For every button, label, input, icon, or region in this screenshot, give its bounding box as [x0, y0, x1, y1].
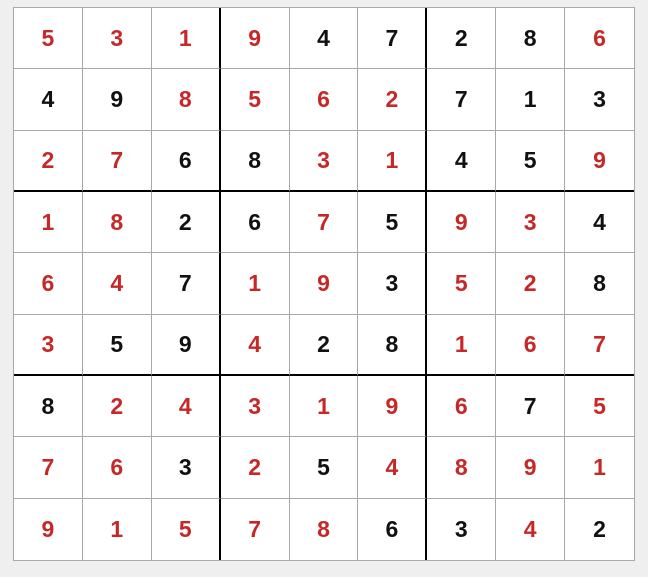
entered-cell[interactable]: 1	[427, 314, 497, 376]
entered-cell[interactable]: 6	[496, 314, 566, 376]
given-cell[interactable]: 8	[14, 375, 83, 438]
given-cell[interactable]: 9	[82, 69, 152, 131]
given-cell[interactable]: 5	[289, 437, 359, 499]
given-cell[interactable]: 2	[289, 314, 359, 376]
given-cell[interactable]: 4	[427, 130, 497, 192]
entered-cell[interactable]: 5	[220, 69, 290, 131]
given-cell[interactable]: 3	[427, 498, 497, 560]
entered-cell[interactable]: 3	[82, 8, 152, 70]
entered-cell[interactable]: 4	[220, 314, 290, 376]
given-cell[interactable]: 4	[565, 192, 634, 254]
given-cell[interactable]: 5	[496, 130, 566, 192]
entered-cell[interactable]: 2	[496, 253, 566, 315]
entered-cell[interactable]: 2	[82, 375, 152, 438]
given-cell[interactable]: 5	[358, 191, 428, 254]
given-cell[interactable]: 7	[151, 253, 221, 315]
entered-cell[interactable]: 5	[14, 8, 83, 70]
given-cell[interactable]: 3	[151, 437, 221, 499]
given-cell[interactable]: 6	[151, 130, 221, 192]
entered-cell[interactable]: 2	[358, 69, 428, 131]
given-cell[interactable]: 5	[82, 314, 152, 376]
entered-cell[interactable]: 6	[14, 253, 83, 315]
given-cell[interactable]: 6	[358, 498, 428, 560]
given-cell[interactable]: 2	[151, 191, 221, 254]
entered-cell[interactable]: 9	[496, 437, 566, 499]
given-cell[interactable]: 3	[565, 69, 634, 131]
entered-cell[interactable]: 3	[289, 130, 359, 192]
entered-cell[interactable]: 4	[82, 253, 152, 315]
entered-cell[interactable]: 9	[289, 253, 359, 315]
entered-cell[interactable]: 4	[151, 375, 221, 438]
entered-cell[interactable]: 3	[220, 375, 290, 438]
entered-cell[interactable]: 8	[290, 498, 359, 560]
entered-cell[interactable]: 9	[14, 498, 83, 560]
given-cell[interactable]: 4	[14, 69, 83, 131]
entered-cell[interactable]: 1	[289, 375, 359, 438]
entered-cell[interactable]: 3	[496, 191, 566, 254]
entered-cell[interactable]: 8	[82, 191, 152, 254]
entered-cell[interactable]: 8	[427, 437, 497, 499]
entered-cell[interactable]: 1	[151, 8, 221, 70]
entered-cell[interactable]: 7	[221, 498, 290, 560]
given-cell[interactable]: 6	[220, 191, 290, 254]
given-cell[interactable]: 8	[496, 8, 566, 70]
given-cell[interactable]: 8	[565, 253, 634, 315]
entered-cell[interactable]: 7	[14, 437, 83, 499]
given-cell[interactable]: 7	[358, 8, 428, 70]
entered-cell[interactable]: 9	[565, 131, 634, 192]
given-cell[interactable]: 7	[427, 69, 497, 131]
entered-cell[interactable]: 4	[496, 498, 566, 560]
entered-cell[interactable]: 1	[14, 191, 83, 254]
entered-cell[interactable]: 6	[427, 375, 497, 438]
entered-cell[interactable]: 7	[565, 315, 634, 376]
entered-cell[interactable]: 9	[358, 375, 428, 438]
given-cell[interactable]: 7	[496, 375, 566, 438]
entered-cell[interactable]: 1	[358, 130, 428, 192]
entered-cell[interactable]: 7	[82, 130, 152, 192]
entered-cell[interactable]: 2	[14, 130, 83, 192]
given-cell[interactable]: 8	[220, 130, 290, 192]
entered-cell[interactable]: 5	[152, 498, 221, 560]
entered-cell[interactable]: 6	[565, 8, 634, 70]
entered-cell[interactable]: 8	[151, 69, 221, 131]
given-cell[interactable]: 9	[151, 314, 221, 376]
entered-cell[interactable]: 1	[83, 498, 152, 560]
entered-cell[interactable]: 6	[82, 437, 152, 499]
entered-cell[interactable]: 7	[289, 191, 359, 254]
entered-cell[interactable]: 9	[427, 191, 497, 254]
entered-cell[interactable]: 1	[220, 253, 290, 315]
given-cell[interactable]: 1	[496, 69, 566, 131]
entered-cell[interactable]: 3	[14, 314, 83, 376]
entered-cell[interactable]: 9	[220, 8, 290, 70]
entered-cell[interactable]: 4	[358, 437, 428, 499]
given-cell[interactable]: 2	[593, 515, 606, 542]
entered-cell[interactable]: 2	[220, 437, 290, 499]
entered-cell[interactable]: 5	[427, 253, 497, 315]
given-cell[interactable]: 4	[289, 8, 359, 70]
given-cell[interactable]: 3	[358, 253, 428, 315]
entered-cell[interactable]: 1	[565, 437, 634, 499]
entered-cell[interactable]: 5	[565, 376, 634, 438]
given-cell[interactable]: 8	[358, 314, 428, 376]
given-cell[interactable]: 2	[427, 8, 497, 70]
entered-cell[interactable]: 6	[289, 69, 359, 131]
